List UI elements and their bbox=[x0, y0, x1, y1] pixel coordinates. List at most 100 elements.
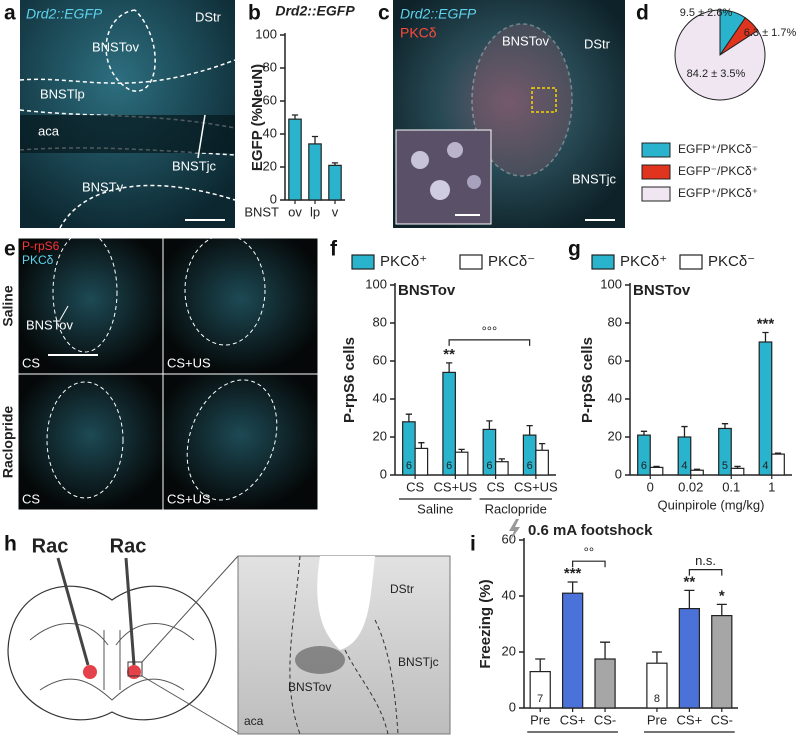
cell bbox=[447, 142, 463, 158]
micrograph bbox=[162, 373, 319, 511]
region-label: BNSTjc bbox=[398, 655, 439, 669]
error-bar bbox=[498, 458, 505, 462]
error-bar bbox=[418, 442, 425, 449]
error-bar bbox=[684, 589, 695, 609]
significance: ** bbox=[684, 573, 696, 590]
error-bar bbox=[567, 581, 578, 594]
y-tick-label: 40 bbox=[263, 125, 277, 140]
image-panel-e: P-rpS6 PKCδ BNSTov Saline Raclopride CS … bbox=[0, 231, 319, 511]
cannula bbox=[56, 557, 90, 666]
y-axis-title: Freezing (%) bbox=[477, 579, 494, 668]
column-label: CS+US bbox=[167, 355, 211, 370]
legend-label: EGFP⁺/PKCδ⁻ bbox=[678, 142, 758, 156]
x-tick-label: CS- bbox=[594, 712, 616, 727]
y-tick-label: 40 bbox=[502, 587, 516, 602]
legend-label: PKCδ⁺ bbox=[380, 253, 427, 270]
bracket bbox=[572, 560, 606, 568]
legend-swatch bbox=[591, 254, 615, 270]
bracket bbox=[688, 569, 723, 576]
panel-letter: g bbox=[568, 238, 581, 261]
error-bar bbox=[774, 452, 782, 455]
brain-structure bbox=[103, 630, 121, 690]
region-label: BNSTjc bbox=[172, 158, 217, 173]
bar bbox=[288, 118, 302, 201]
bar bbox=[328, 164, 342, 201]
icon bbox=[509, 519, 520, 541]
n-label: 4 bbox=[681, 460, 687, 472]
y-axis-title: P-rpS6 cells bbox=[579, 337, 596, 423]
panel-letter: c bbox=[378, 2, 390, 25]
y-tick-label: 0 bbox=[615, 466, 622, 481]
zoom-box bbox=[127, 661, 143, 677]
x-prefix: BNST bbox=[244, 204, 279, 219]
group-label: Raclopride bbox=[485, 501, 547, 516]
slice-label: 9.5 ± 2.6% bbox=[680, 7, 733, 19]
diagram-panel-h: Rac Rac DStr BNSTov BNSTjc aca bbox=[7, 535, 451, 735]
bracket-label: n.s. bbox=[695, 553, 716, 568]
y-tick-label: 20 bbox=[263, 158, 277, 173]
region-label: BNSTov bbox=[288, 680, 331, 694]
region-label: BNSTov bbox=[502, 33, 549, 48]
row-label: Saline bbox=[0, 285, 16, 326]
cell bbox=[411, 151, 429, 169]
error-bar bbox=[651, 651, 662, 664]
bar bbox=[414, 447, 429, 476]
y-tick-label: 80 bbox=[263, 59, 277, 74]
error-bar bbox=[762, 331, 769, 342]
x-tick-label: 0.1 bbox=[722, 479, 740, 494]
bar bbox=[535, 449, 549, 476]
bracket bbox=[448, 339, 531, 346]
brain-outline bbox=[7, 585, 217, 721]
error-bar bbox=[446, 362, 453, 373]
legend-label: EGFP⁻/PKCδ⁺ bbox=[678, 164, 758, 178]
row-label: Raclopride bbox=[0, 406, 16, 479]
y-tick-label: 60 bbox=[608, 352, 622, 367]
outline bbox=[46, 381, 124, 499]
panel-letter: a bbox=[4, 2, 16, 25]
micrograph bbox=[162, 237, 319, 375]
y-tick-label: 100 bbox=[600, 276, 622, 291]
outline bbox=[52, 231, 118, 353]
injection-site bbox=[127, 665, 141, 679]
legend-swatch bbox=[641, 142, 671, 158]
lesion bbox=[295, 646, 345, 674]
error-bar bbox=[486, 420, 493, 430]
x-tick-label: lp bbox=[310, 204, 320, 219]
error-bar bbox=[538, 443, 546, 451]
significance: ** bbox=[443, 346, 455, 363]
n-label: 6 bbox=[406, 460, 412, 472]
region-label: DStr bbox=[195, 9, 222, 24]
region-label: DStr bbox=[584, 36, 611, 51]
column-label: CS bbox=[22, 491, 40, 506]
significance: *** bbox=[564, 565, 582, 582]
bar bbox=[308, 143, 322, 201]
x-tick-label: ov bbox=[288, 204, 302, 219]
y-tick-label: 20 bbox=[608, 428, 622, 443]
error-bar bbox=[681, 425, 688, 437]
region-label: BNSTov bbox=[92, 39, 139, 54]
legend-label: PKCδ⁻ bbox=[708, 253, 755, 270]
bracket-label: °°° bbox=[482, 323, 498, 338]
bar bbox=[594, 658, 616, 709]
outline bbox=[105, 9, 156, 92]
legend-swatch bbox=[641, 186, 671, 202]
image-title: Drd2::EGFP bbox=[400, 6, 477, 22]
error-bar bbox=[405, 413, 413, 422]
injection-site bbox=[83, 665, 97, 679]
error-bar bbox=[721, 423, 729, 429]
x-tick-label: CS+ bbox=[560, 712, 586, 727]
error-bar bbox=[653, 465, 660, 468]
cannula-label: Rac bbox=[32, 535, 69, 557]
ventricle bbox=[317, 556, 375, 650]
brain-structure bbox=[29, 623, 195, 701]
panel-letter: h bbox=[4, 533, 17, 556]
region-label: aca bbox=[244, 714, 264, 728]
error-bar bbox=[693, 468, 701, 471]
outline bbox=[19, 59, 236, 84]
legend-label: EGFP⁺/PKCδ⁺ bbox=[678, 186, 758, 200]
region-label: BNSTjc bbox=[572, 171, 617, 186]
x-tick-label: CS+US bbox=[514, 479, 558, 494]
y-tick-label: 40 bbox=[608, 390, 622, 405]
x-tick-label: 1 bbox=[768, 479, 775, 494]
